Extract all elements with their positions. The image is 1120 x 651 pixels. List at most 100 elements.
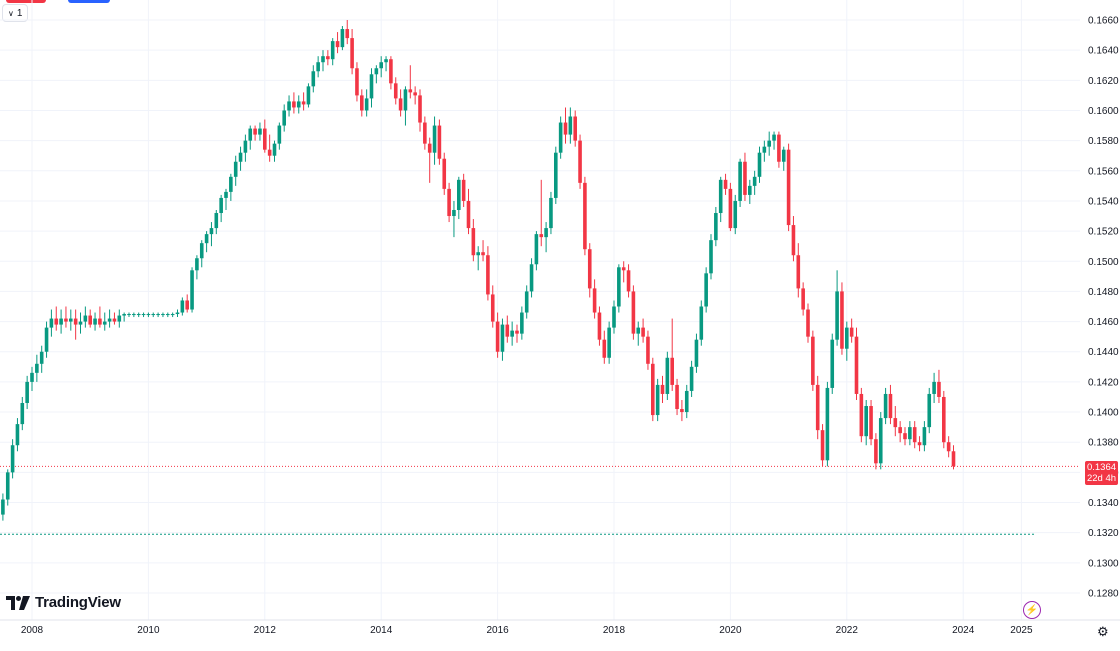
candle-body [170,314,175,316]
candle-body [369,74,374,99]
candle-body [806,309,810,337]
candle-body [942,396,946,443]
candle-body [723,179,728,189]
candle-body [59,318,63,325]
candle [903,427,907,446]
candle-body [258,128,262,135]
candle [1,493,5,521]
candle [199,240,204,268]
candle [752,170,757,195]
candle [718,176,723,223]
candle-body [292,101,296,108]
candle [626,264,631,298]
candle-body [1,499,5,515]
candle-body [951,451,956,467]
candle [146,312,151,318]
candle-body [617,267,621,307]
y-tick-label: 0.1520 [1088,227,1119,238]
candle-body [864,406,868,437]
candle-body [54,318,59,325]
candle [888,384,893,425]
candle [156,312,160,318]
candle [781,146,786,171]
candle [534,231,539,271]
candle [869,399,873,446]
candle-body [539,234,544,238]
candle-body [209,228,214,235]
candle-body [568,116,573,135]
candle [73,309,78,340]
candle-body [408,89,413,93]
candle-body [330,41,335,60]
candle [738,158,742,207]
candle [427,137,432,183]
candle [35,354,39,382]
candle [587,243,592,298]
candle-body [932,381,936,394]
candle-body [500,324,505,352]
gear-icon[interactable]: ⚙ [1097,624,1109,639]
y-tick-label: 0.1320 [1088,528,1119,539]
candle [898,421,902,443]
candle [849,318,854,343]
candle-body [578,140,582,183]
candle-body [908,427,912,440]
bolt-icon[interactable]: ⚡ [1023,601,1041,619]
candle-body [563,122,568,135]
candle-body [413,92,417,96]
y-tick-label: 0.1340 [1088,498,1119,509]
candle-body [311,71,316,87]
candle [437,119,442,165]
candle-body [10,445,15,473]
candle [132,312,136,318]
candle [592,279,597,319]
candle [5,469,10,506]
candle [423,116,427,150]
candle-body [597,312,602,340]
candle-body [248,128,253,141]
candle [93,312,97,331]
candle-body [83,315,88,322]
candle-body [243,140,248,153]
candle-body [505,324,510,337]
candle [646,330,650,370]
candle-body [156,314,160,316]
candle-body [185,300,189,310]
candle [597,306,602,346]
candle [224,188,228,210]
candle [122,312,126,322]
candle-body [869,406,873,440]
candle-body [888,393,893,419]
candle [917,436,922,452]
candle-body [253,128,257,135]
tradingview-logo[interactable]: TradingView [6,594,121,611]
candle-body [418,95,422,123]
candle [912,421,917,449]
candle-body [461,179,466,201]
y-tick-label: 0.1440 [1088,347,1119,358]
candle-body [612,306,616,328]
candle [78,312,83,334]
grid [0,0,1080,620]
candle [500,318,505,361]
x-tick-label: 2012 [254,625,277,636]
candle-body [374,68,379,75]
price-axis[interactable]: 0.1660 0.1640 0.1620 0.1600 0.1580 0.1560 0.15… [1088,16,1119,600]
x-tick-label: 2018 [603,625,626,636]
candle-body [219,197,223,214]
candle-body [306,86,311,105]
candle-body [180,300,185,313]
chevron-down-icon: ∨ [8,8,14,18]
candle [30,366,34,391]
candle [471,219,476,262]
candle-body [587,249,592,289]
top-toolbar-chip-red[interactable] [6,0,46,3]
candle-body [917,442,922,446]
top-toolbar-chip-blue[interactable] [68,0,110,3]
y-tick-label: 0.1640 [1088,46,1119,57]
time-axis[interactable]: 2008 2010 2012 2014 2016 2018 2020 2022 2024 2025 [0,619,1120,636]
candle-body [651,363,655,416]
candle [641,318,645,343]
interval-selector[interactable]: ∨ 1 [2,4,29,22]
